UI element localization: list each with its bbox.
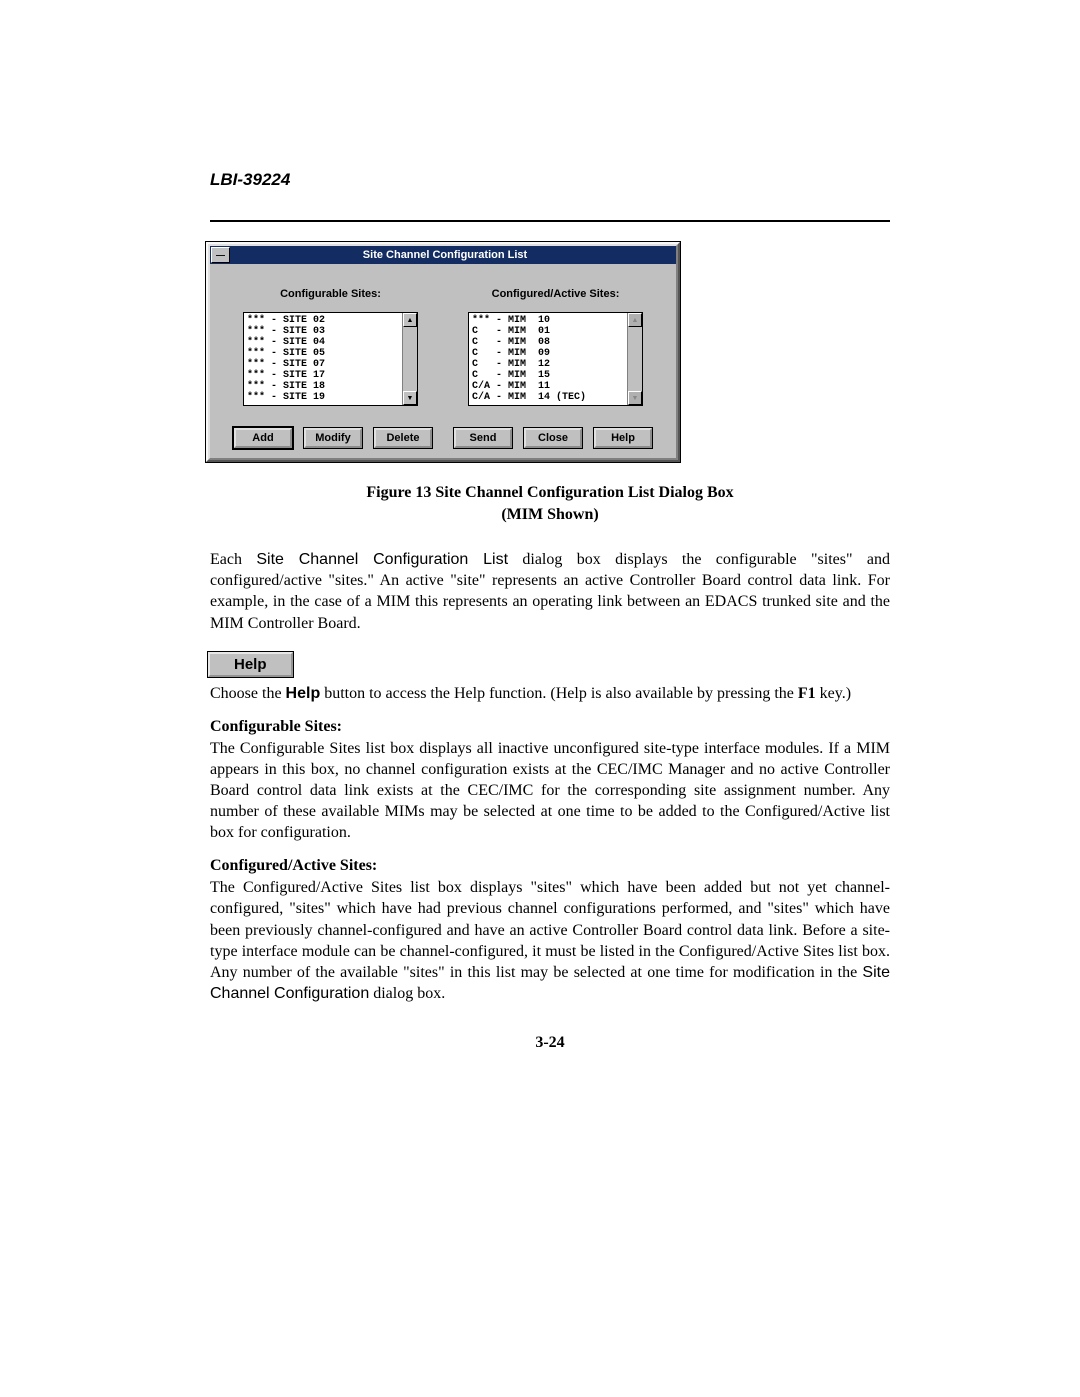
configured-active-sites-heading: Configured/Active Sites: xyxy=(210,857,890,875)
scroll-up-icon: ▲ xyxy=(628,313,642,327)
list-item[interactable]: *** - SITE 19 xyxy=(247,392,399,403)
figure-caption-line2: (MIM Shown) xyxy=(501,506,598,523)
list-item[interactable]: C - MIM 12 xyxy=(472,359,624,370)
document-page: LBI-39224 — Site Channel Configuration L… xyxy=(0,170,1080,1132)
list-item[interactable]: *** - SITE 17 xyxy=(247,370,399,381)
system-menu-icon[interactable]: — xyxy=(211,247,230,263)
list-item[interactable]: *** - SITE 05 xyxy=(247,348,399,359)
list-item[interactable]: *** - SITE 07 xyxy=(247,359,399,370)
list-item[interactable]: C - MIM 09 xyxy=(472,348,624,359)
help-button[interactable]: Help xyxy=(594,428,652,448)
figure-caption-line1: Figure 13 Site Channel Configuration Lis… xyxy=(366,484,733,501)
dialog-title: Site Channel Configuration List xyxy=(234,249,676,261)
paragraph-configured-active: The Configured/Active Sites list box dis… xyxy=(210,877,890,1004)
doc-header-code: LBI-39224 xyxy=(210,170,890,190)
modify-button[interactable]: Modify xyxy=(304,428,362,448)
list-item[interactable]: *** - SITE 04 xyxy=(247,337,399,348)
list-item[interactable]: *** - SITE 18 xyxy=(247,381,399,392)
list-item[interactable]: C - MIM 01 xyxy=(472,326,624,337)
list-item[interactable]: C - MIM 08 xyxy=(472,337,624,348)
scroll-up-icon[interactable]: ▲ xyxy=(403,313,417,327)
f1-key-label: F1 xyxy=(798,685,816,702)
configurable-scrollbar[interactable]: ▲ ▼ xyxy=(402,313,417,405)
list-item[interactable]: C - MIM 15 xyxy=(472,370,624,381)
configured-active-sites-listbox[interactable]: *** - MIM 10C - MIM 01C - MIM 08C - MIM … xyxy=(468,312,643,406)
list-item[interactable]: *** - SITE 03 xyxy=(247,326,399,337)
paragraph-help: Choose the Help button to access the Hel… xyxy=(210,683,890,704)
help-label-inline: Help xyxy=(286,685,321,702)
header-rule xyxy=(210,220,890,222)
figure-caption: Figure 13 Site Channel Configuration Lis… xyxy=(210,482,890,525)
page-number: 3-24 xyxy=(210,1034,890,1052)
scroll-down-icon[interactable]: ▼ xyxy=(403,391,417,405)
configured-active-sites-label: Configured/Active Sites: xyxy=(468,288,643,300)
delete-button[interactable]: Delete xyxy=(374,428,432,448)
scroll-down-icon: ▼ xyxy=(628,391,642,405)
list-item[interactable]: C/A - MIM 14 (TEC) xyxy=(472,392,624,403)
paragraph-intro: Each Site Channel Configuration List dia… xyxy=(210,549,890,633)
list-item[interactable]: C/A - MIM 11 xyxy=(472,381,624,392)
list-item[interactable]: *** - SITE 02 xyxy=(247,315,399,326)
close-button[interactable]: Close xyxy=(524,428,582,448)
configurable-sites-heading: Configurable Sites: xyxy=(210,718,890,736)
dialog-window: — Site Channel Configuration List Config… xyxy=(206,242,680,462)
add-button[interactable]: Add xyxy=(234,428,292,448)
send-button[interactable]: Send xyxy=(454,428,512,448)
configurable-sites-label: Configurable Sites: xyxy=(243,288,418,300)
active-scrollbar: ▲ ▼ xyxy=(627,313,642,405)
list-item[interactable]: *** - MIM 10 xyxy=(472,315,624,326)
configurable-sites-listbox[interactable]: *** - SITE 02*** - SITE 03*** - SITE 04*… xyxy=(243,312,418,406)
dialog-name-inline: Site Channel Configuration List xyxy=(256,551,508,568)
help-button-illustration: Help xyxy=(208,652,293,677)
dialog-titlebar[interactable]: — Site Channel Configuration List xyxy=(210,246,676,264)
paragraph-configurable: The Configurable Sites list box displays… xyxy=(210,738,890,844)
